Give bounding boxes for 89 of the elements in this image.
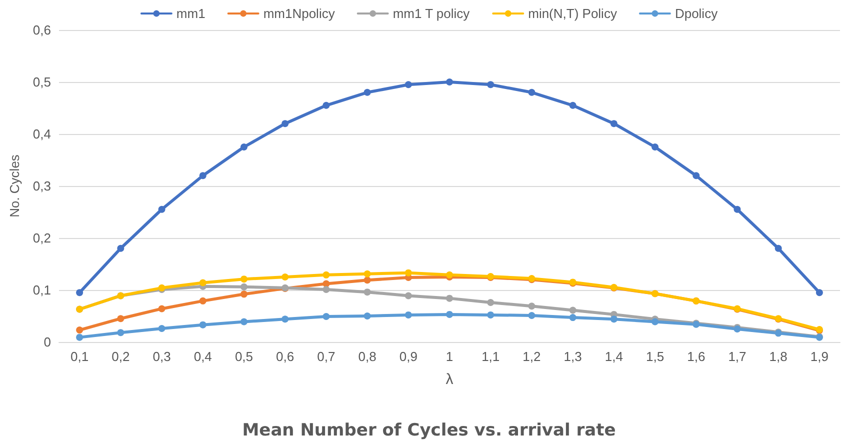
x-tick-label: 1,4 [604,349,623,364]
point [404,81,412,88]
point [446,78,453,86]
point [404,269,412,276]
x-tick-label: 1,3 [564,349,582,364]
point [364,270,371,278]
point [76,326,84,334]
x-tick-label: 1,6 [687,349,706,364]
point [282,274,289,280]
y-tick-label: 0,1 [32,282,51,298]
legend-label: mm1 T policy [392,6,470,21]
point [282,316,289,323]
point [322,271,330,278]
x-tick-label: 1,8 [769,349,788,364]
point [117,329,124,336]
point [569,102,576,109]
point [158,305,166,312]
x-tick-label: 0,1 [70,349,89,364]
x-tick-label: 1,2 [522,349,541,364]
point [404,292,412,300]
x-tick-label: 0,4 [194,349,212,364]
x-tick-label: 1,1 [482,349,500,364]
legend-label: mm1Npolicy [263,6,336,21]
y-axis-title: No. Cycles [7,154,22,218]
point [240,283,248,290]
legend-label: min(N,T) Policy [528,6,618,21]
point [76,289,84,296]
point [199,297,206,304]
point [117,315,124,322]
point [240,290,248,298]
point [240,144,248,150]
point [446,310,453,318]
x-tick-label: 1,5 [646,349,664,364]
point [528,88,536,96]
point [158,206,166,213]
point [610,316,618,323]
x-tick-label: 1,7 [728,349,746,364]
x-tick-label: 0,7 [317,349,336,364]
point [76,334,84,341]
point [282,120,289,128]
point [610,120,618,128]
point [199,321,206,328]
point [734,206,741,213]
x-tick-label: 0,3 [152,349,171,364]
point [652,144,659,150]
text: Mean Number of Cycles vs. arrival rate [242,420,616,440]
point [446,294,453,302]
point [322,286,330,293]
x-axis-title: λ [446,371,454,388]
y-tick-label: 0 [44,334,51,350]
point [158,324,166,332]
point [199,279,206,286]
point [364,312,371,320]
point [404,311,412,318]
point [528,302,536,310]
point [364,88,371,96]
x-tick-label: 1 [446,349,454,364]
point [322,313,330,320]
point [816,289,823,296]
x-tick-label: 0,9 [399,349,418,364]
point [322,102,330,109]
point [528,312,536,319]
y-tick-label: 0,5 [32,74,51,90]
point [199,172,206,180]
point [692,172,700,180]
x-tick-label: 0,5 [234,349,254,364]
point [652,318,659,326]
legend-label: Dpolicy [674,6,718,21]
point [569,314,576,322]
point [117,244,124,252]
point [446,271,453,278]
legend-label: mm1 [176,6,206,21]
point [364,288,371,296]
point [487,311,494,318]
point [774,244,782,252]
point [364,276,371,284]
point [487,81,494,88]
x-tick-label: 0,8 [358,349,376,364]
point [569,306,576,314]
x-tick-label: 0,6 [276,349,294,364]
point [240,318,248,326]
y-tick-label: 0,2 [32,230,51,246]
y-tick-label: 0,3 [32,178,51,194]
point [487,298,494,306]
y-tick-label: 0,4 [32,126,51,142]
x-tick-label: 1,9 [810,349,828,364]
point [240,276,248,283]
y-tick-label: 0,6 [32,22,51,38]
x-tick-label: 0,2 [112,349,130,364]
